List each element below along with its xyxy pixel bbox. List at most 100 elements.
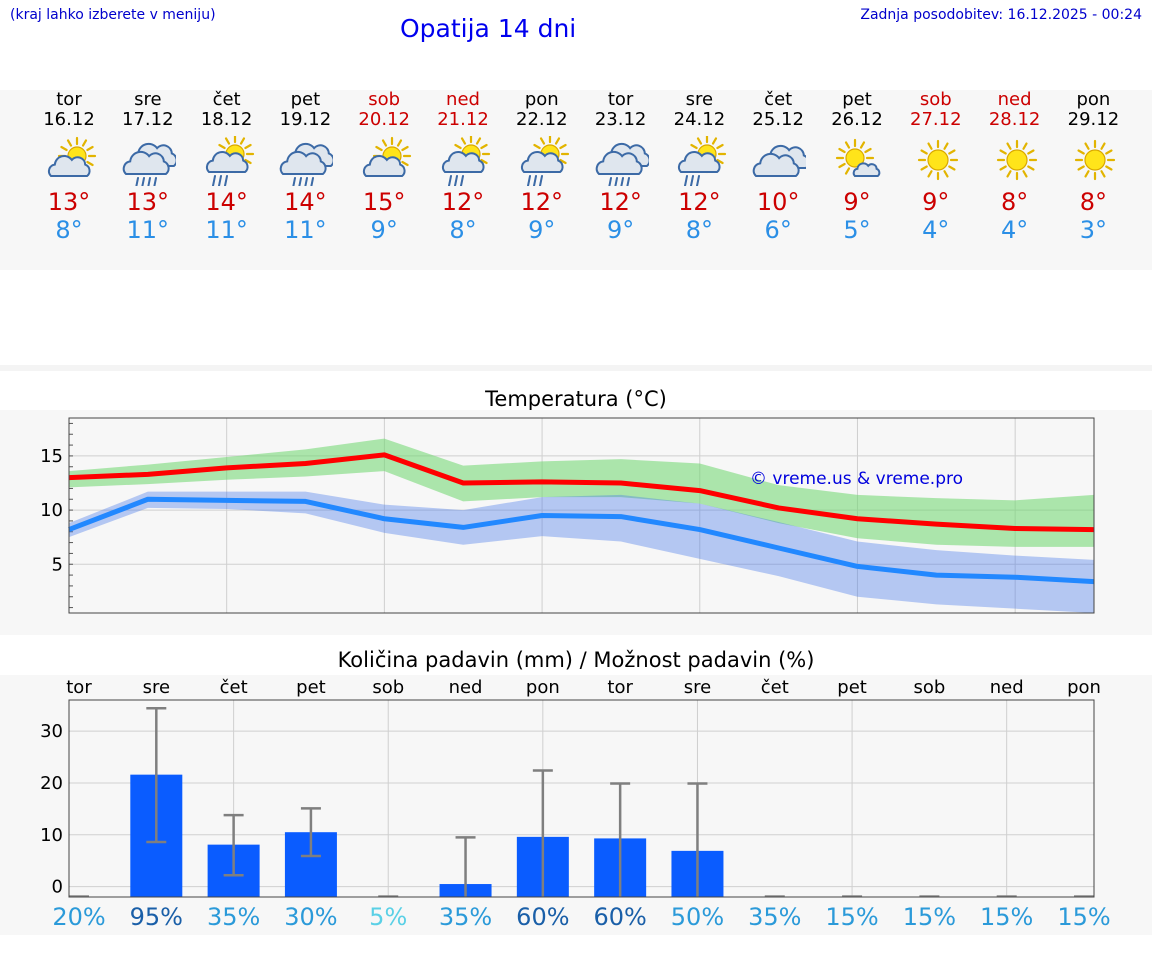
max-temperature: 8° bbox=[1079, 188, 1108, 216]
min-temperature: 9° bbox=[606, 216, 635, 244]
min-temperature: 11° bbox=[205, 216, 248, 244]
x-category-label: sob bbox=[913, 677, 945, 698]
day-name: pet bbox=[842, 89, 872, 110]
x-category-label: sre bbox=[143, 677, 170, 698]
rain-cloud-icon bbox=[122, 142, 176, 186]
day-column: tor 23.12 12° 9° bbox=[581, 90, 661, 244]
precipitation-chart-title: Količina padavin (mm) / Možnost padavin … bbox=[337, 648, 815, 672]
precipitation-probability: 35% bbox=[748, 903, 802, 931]
day-date: 17.12 bbox=[122, 109, 174, 130]
y-tick-label: 20 bbox=[40, 773, 63, 794]
day-name: sob bbox=[919, 89, 952, 110]
max-temperature: 10° bbox=[756, 188, 800, 216]
min-temperature: 4° bbox=[922, 216, 950, 244]
y-tick-label: 0 bbox=[52, 877, 63, 898]
day-date: 19.12 bbox=[279, 109, 332, 130]
max-temperature: 14° bbox=[205, 188, 248, 216]
max-temperature: 12° bbox=[441, 188, 485, 216]
precipitation-probability: 30% bbox=[284, 903, 338, 931]
min-temperature: 8° bbox=[449, 216, 477, 244]
x-category-label: ned bbox=[990, 677, 1024, 698]
day-column: pet 19.12 14° 11° bbox=[265, 90, 345, 244]
y-tick-label: 30 bbox=[40, 721, 63, 742]
plot-frame bbox=[68, 699, 1095, 898]
max-temperature: 12° bbox=[678, 188, 721, 216]
precipitation-probability: 15% bbox=[902, 903, 957, 931]
day-date: 29.12 bbox=[1067, 109, 1120, 130]
max-temperature: 12° bbox=[599, 188, 642, 216]
watermark: © vreme.us & vreme.pro bbox=[750, 469, 963, 489]
day-date: 16.12 bbox=[43, 109, 95, 130]
day-name: pon bbox=[1076, 89, 1111, 110]
day-name: sre bbox=[685, 89, 714, 110]
x-category-label: pon bbox=[526, 677, 560, 698]
max-temperature: 9° bbox=[922, 188, 950, 216]
day-date: 23.12 bbox=[594, 109, 647, 130]
day-name: tor bbox=[607, 89, 634, 110]
min-temperature: 8° bbox=[685, 216, 714, 244]
precipitation-probability: 5% bbox=[369, 903, 408, 931]
min-temperature: 11° bbox=[126, 216, 170, 244]
max-temperature-line bbox=[68, 452, 1095, 533]
day-column: sob 20.12 15° 9° bbox=[344, 90, 424, 244]
rain-cloud-icon bbox=[280, 142, 334, 186]
min-temperature: 11° bbox=[284, 216, 327, 244]
sun-icon bbox=[996, 139, 1037, 181]
y-tick-label: 15 bbox=[40, 446, 63, 467]
min-range-band bbox=[69, 491, 1094, 613]
day-date: 22.12 bbox=[516, 109, 568, 130]
max-temperature: 15° bbox=[362, 188, 406, 216]
day-column: sre 24.12 12° 8° bbox=[659, 90, 739, 244]
precipitation-chart: tor sre čet pet sob ned pon tor sre čet pet sob ned p… bbox=[40, 677, 1101, 898]
precipitation-probability: 60% bbox=[516, 903, 570, 931]
min-temperature: 5° bbox=[843, 216, 871, 244]
day-name: pon bbox=[524, 89, 559, 110]
x-category-label: čet bbox=[220, 677, 248, 698]
max-temperature: 9° bbox=[843, 188, 871, 216]
x-category-label: ned bbox=[449, 677, 483, 698]
temperature-chart-title: Temperatura (°C) bbox=[485, 387, 667, 411]
day-date: 26.12 bbox=[831, 109, 883, 130]
day-date: 21.12 bbox=[437, 109, 489, 130]
day-column: čet 18.12 14° 11° bbox=[187, 90, 267, 244]
max-range-band bbox=[69, 438, 1094, 547]
day-column: ned 21.12 12° 8° bbox=[423, 90, 503, 244]
daily-forecast-strip: tor 16.12 13° 8° sre 17.12 13° 11° čet 18.12 14° 11… bbox=[0, 90, 1152, 270]
day-column: tor 16.12 13° 8° bbox=[29, 90, 109, 244]
day-date: 25.12 bbox=[752, 109, 804, 130]
min-temperature: 3° bbox=[1079, 216, 1108, 244]
min-temperature: 6° bbox=[764, 216, 792, 244]
day-column: pon 29.12 8° 3° bbox=[1053, 89, 1133, 245]
min-temperature: 9° bbox=[528, 216, 556, 244]
sun-cloud-icon bbox=[48, 136, 97, 177]
day-name: čet bbox=[764, 89, 793, 110]
y-tick-label: 5 bbox=[52, 554, 63, 575]
precipitation-probability: 35% bbox=[206, 903, 261, 931]
last-updated: Zadnja posodobitev: 16.12.2025 - 00:24 bbox=[860, 7, 1142, 23]
day-date: 18.12 bbox=[200, 109, 253, 130]
precipitation-probability: 15% bbox=[980, 903, 1034, 931]
max-temperature: 8° bbox=[1000, 188, 1029, 216]
day-name: ned bbox=[446, 89, 480, 110]
precipitation-probability: 50% bbox=[670, 903, 725, 931]
day-column: sob 27.12 9° 4° bbox=[896, 89, 976, 245]
cloud-icon bbox=[752, 144, 807, 177]
rain-cloud-icon bbox=[595, 142, 649, 186]
region-hint: (kraj lahko izberete v meniju) bbox=[10, 7, 216, 23]
day-column: čet 25.12 10° 6° bbox=[738, 90, 818, 244]
x-category-label: pet bbox=[837, 677, 867, 698]
day-date: 27.12 bbox=[910, 109, 962, 130]
plot-frame bbox=[68, 417, 1095, 614]
max-temperature: 12° bbox=[520, 188, 564, 216]
min-temperature-line bbox=[68, 496, 1095, 585]
precipitation-probability: 15% bbox=[1057, 903, 1111, 931]
x-category-label: tor bbox=[607, 677, 633, 698]
max-temperature: 13° bbox=[126, 188, 170, 216]
x-category-label: sob bbox=[372, 677, 404, 698]
divider bbox=[0, 365, 1152, 371]
day-column: pon 22.12 12° 9° bbox=[502, 90, 582, 244]
day-name: tor bbox=[56, 89, 82, 110]
x-category-label: čet bbox=[761, 677, 789, 698]
max-temperature: 13° bbox=[47, 188, 91, 216]
day-date: 24.12 bbox=[673, 109, 726, 130]
